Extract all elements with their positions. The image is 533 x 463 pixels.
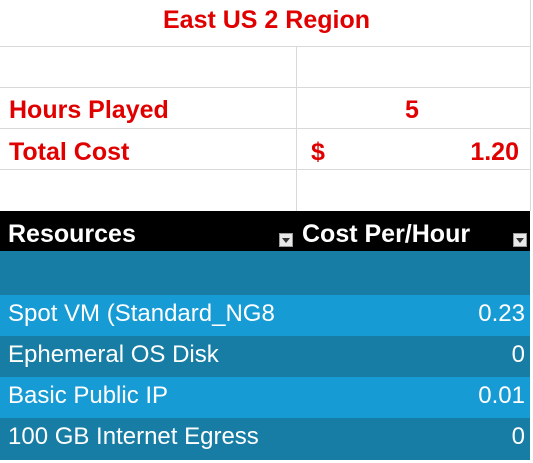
cost-cell: 0.01	[478, 382, 525, 409]
cost-cell: 0	[511, 341, 525, 368]
resource-cell: Basic Public IP	[8, 382, 169, 409]
table-row[interactable]: Spot VM (Standard_NG8 0.23	[0, 295, 530, 336]
filter-dropdown-resources[interactable]	[279, 233, 293, 247]
table-row[interactable]: Basic Public IP 0.01	[0, 377, 530, 418]
resource-cell: 100 GB Internet Egress	[8, 423, 259, 450]
table-row[interactable]: 100 GB Internet Egress 0	[0, 418, 530, 460]
row-divider	[0, 128, 530, 129]
hours-played-value[interactable]: 5	[405, 96, 419, 124]
table-row[interactable]	[0, 251, 530, 295]
region-title: East US 2 Region	[163, 6, 370, 34]
hours-played-label: Hours Played	[9, 96, 169, 124]
resource-cell: Spot VM (Standard_NG8	[8, 300, 275, 327]
chevron-down-icon	[282, 237, 290, 243]
chevron-down-icon	[516, 237, 524, 243]
total-cost-value[interactable]: 1.20	[470, 138, 519, 166]
total-cost-label: Total Cost	[9, 138, 130, 166]
table-row[interactable]: Ephemeral OS Disk 0	[0, 336, 530, 377]
resource-cell: Ephemeral OS Disk	[8, 341, 219, 368]
column-header-resources: Resources	[8, 220, 136, 248]
filter-dropdown-cost[interactable]	[513, 233, 527, 247]
row-divider	[0, 46, 530, 47]
cost-cell: 0.23	[478, 300, 525, 327]
row-divider	[0, 169, 530, 170]
sheet-right-edge	[530, 0, 531, 211]
table-header: Resources Cost Per/Hour	[0, 211, 530, 251]
column-header-cost: Cost Per/Hour	[302, 220, 471, 248]
cost-cell: 0	[511, 423, 525, 450]
currency-symbol: $	[311, 138, 325, 166]
row-divider	[0, 87, 530, 88]
